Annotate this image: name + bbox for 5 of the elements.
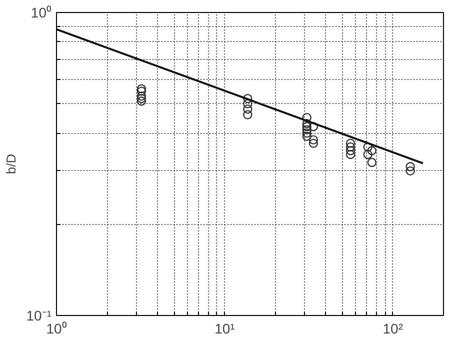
x-tick-label: 10¹ (214, 320, 236, 336)
y-axis-title: b/D (3, 154, 18, 174)
y-tick-label: 10⁻¹ (26, 308, 52, 324)
x-tick-label: 10² (382, 320, 404, 336)
x-tick-label: 10⁰ (46, 320, 67, 336)
